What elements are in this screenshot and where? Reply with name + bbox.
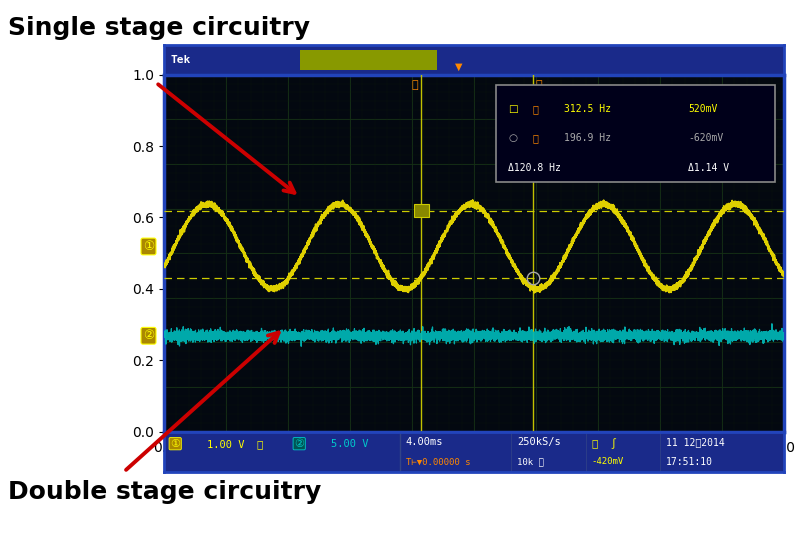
Bar — [414, 204, 429, 217]
Text: ⓐ: ⓐ — [412, 80, 418, 90]
Text: ⓑ: ⓑ — [536, 80, 542, 90]
Bar — [301, 50, 437, 70]
Text: ○: ○ — [508, 133, 517, 143]
Text: 250kS/s: 250kS/s — [518, 437, 561, 447]
Text: 5.00 V: 5.00 V — [331, 439, 369, 449]
Text: T⊢▼0.00000 s: T⊢▼0.00000 s — [406, 457, 470, 466]
Text: 17:51:10: 17:51:10 — [666, 457, 714, 467]
Text: 10k 点: 10k 点 — [518, 457, 544, 466]
Text: ②: ② — [294, 439, 304, 449]
Text: 4.00ms: 4.00ms — [406, 437, 443, 447]
Text: ②: ② — [143, 329, 154, 342]
Text: 520mV: 520mV — [688, 104, 718, 114]
Bar — [496, 85, 774, 182]
Text: ①: ① — [143, 240, 154, 253]
Text: Δ1.14 V: Δ1.14 V — [688, 163, 729, 173]
Text: Double stage circuitry: Double stage circuitry — [8, 480, 322, 504]
Text: Tek: Tek — [170, 55, 190, 65]
Text: -420mV: -420mV — [592, 457, 624, 466]
Text: -620mV: -620mV — [688, 133, 723, 143]
Text: ⓑ: ⓑ — [533, 133, 538, 143]
Text: ①  ∫: ① ∫ — [592, 438, 617, 449]
Text: □: □ — [508, 104, 518, 114]
Text: ①: ① — [170, 439, 180, 449]
Text: Δ120.8 Hz: Δ120.8 Hz — [508, 163, 561, 173]
Text: 312.5 Hz: 312.5 Hz — [564, 104, 611, 114]
Text: ⓐ: ⓐ — [533, 104, 538, 114]
Text: 1.00 V  ∿: 1.00 V ∿ — [207, 439, 264, 449]
Text: ▼: ▼ — [454, 62, 462, 71]
Text: Single stage circuitry: Single stage circuitry — [8, 16, 310, 40]
Text: 11 12月2014: 11 12月2014 — [666, 437, 725, 447]
Text: 196.9 Hz: 196.9 Hz — [564, 133, 611, 143]
